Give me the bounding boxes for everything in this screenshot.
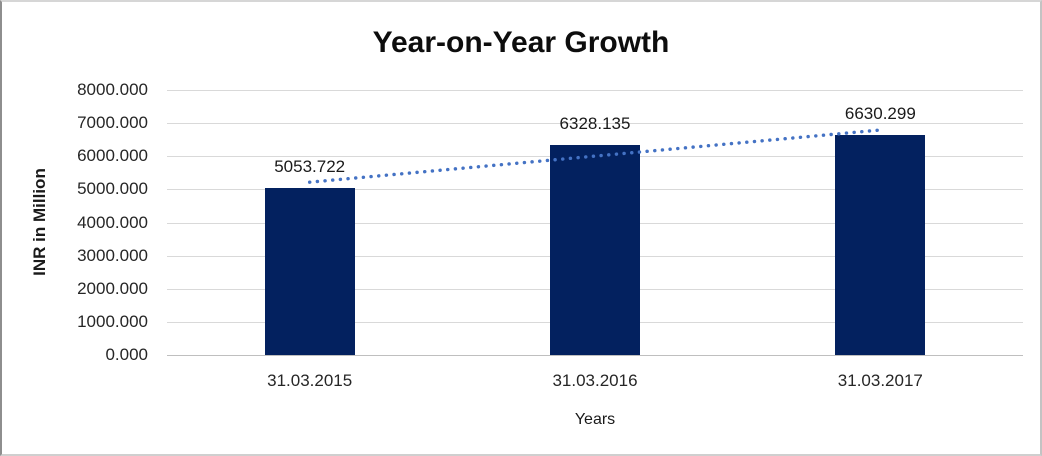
y-axis-title: INR in Million bbox=[30, 168, 49, 276]
bar-31.03.2016 bbox=[550, 145, 640, 355]
bar-31.03.2017 bbox=[835, 135, 926, 355]
chart-title: Year-on-Year Growth bbox=[372, 26, 670, 59]
y-tick-label: 1000.000 bbox=[77, 311, 148, 331]
bar-value-label: 5053.722 bbox=[274, 156, 346, 176]
x-tick-label: 31.03.2016 bbox=[552, 371, 638, 390]
y-tick-label: 2000.000 bbox=[77, 278, 148, 298]
y-tick-label: 5000.000 bbox=[77, 179, 148, 199]
bar-value-label: 6630.299 bbox=[844, 104, 916, 124]
y-tick-label: 7000.000 bbox=[77, 113, 148, 133]
bar-31.03.2015 bbox=[264, 187, 355, 355]
x-tick-label: 31.03.2015 bbox=[267, 371, 353, 390]
trendline-path bbox=[307, 128, 883, 184]
plot-area: 5053.722 6328.135 6630.299 bbox=[167, 90, 1023, 356]
y-tick-label: 3000.000 bbox=[77, 245, 148, 265]
bar-value-label: 6328.135 bbox=[559, 114, 631, 134]
x-axis-title: Years bbox=[574, 411, 616, 428]
x-axis-line bbox=[167, 355, 1023, 356]
y-tick-label: 8000.000 bbox=[77, 80, 148, 99]
trendline bbox=[307, 128, 883, 184]
y-tick-label: 6000.000 bbox=[77, 146, 148, 166]
y-tick-label: 0.000 bbox=[105, 345, 148, 364]
gridline bbox=[167, 90, 1023, 91]
y-tick-label: 4000.000 bbox=[77, 212, 148, 232]
x-tick-label: 31.03.2017 bbox=[837, 371, 923, 390]
gridline bbox=[167, 123, 1023, 125]
